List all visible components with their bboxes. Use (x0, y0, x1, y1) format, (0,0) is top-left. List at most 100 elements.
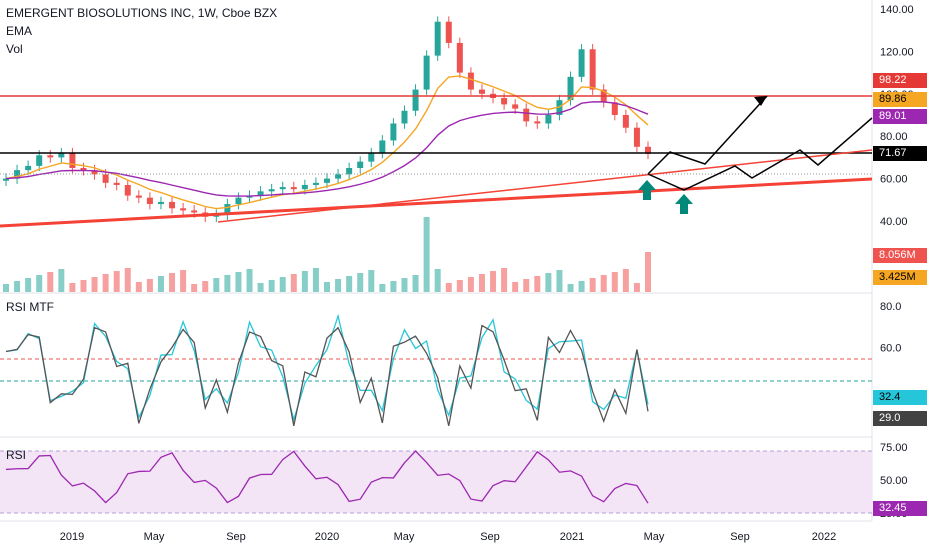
time-tick-label: 2021 (560, 531, 584, 543)
volume-bar (279, 277, 286, 292)
candle-body (478, 89, 485, 94)
candle-body (25, 165, 32, 171)
volume-bar (567, 284, 574, 292)
volume-bar (69, 283, 76, 292)
badge-rsi-mtf-1: 32.4 (873, 390, 927, 405)
volume-bar (202, 281, 209, 292)
volume-bar (224, 275, 231, 292)
volume-bar (401, 278, 408, 292)
candle-body (335, 174, 342, 179)
volume-bar (14, 281, 21, 292)
rsi-mtf-tick-label: 60.0 (880, 342, 901, 354)
candle-body (91, 170, 98, 175)
volume-bar (113, 271, 120, 292)
projection-path-lower[interactable] (647, 117, 873, 191)
candle-body (611, 102, 618, 115)
volume-bar (157, 276, 164, 292)
candle-body (102, 174, 109, 183)
volume-bar (534, 276, 541, 292)
rsi-mtf-axis: 80.0 60.0 (880, 301, 901, 354)
candle-body (235, 197, 242, 205)
volume-bar (3, 284, 9, 292)
rsi-mtf-line-dark (5, 324, 649, 427)
candle-body (412, 89, 419, 111)
candle-body (467, 72, 474, 90)
candle-body (645, 146, 651, 154)
rsi-tick-label: 50.00 (880, 475, 908, 487)
candle-body (390, 123, 397, 141)
rsi-mtf-tick-label: 80.0 (880, 301, 901, 313)
time-tick-label: May (394, 531, 415, 543)
ema-lines (5, 75, 649, 210)
volume-bar (58, 269, 65, 292)
time-tick-label: Sep (480, 531, 500, 543)
volume-bar (80, 280, 87, 292)
volume-bar (645, 252, 651, 292)
candle-body (124, 184, 131, 196)
up-arrow-2 (675, 194, 693, 214)
candle-body (567, 76, 574, 101)
candle-body (512, 104, 519, 109)
candle-body (434, 21, 441, 56)
volume-bar (556, 270, 563, 292)
volume-bar (490, 271, 497, 292)
candle-body (135, 195, 142, 198)
candle-body (534, 121, 541, 124)
candle-body (169, 201, 176, 209)
candle-body (501, 98, 508, 105)
volume-bar (146, 279, 153, 292)
time-tick-label: 2022 (812, 531, 836, 543)
time-tick-label: May (144, 531, 165, 543)
volume-bar (191, 284, 198, 292)
time-tick-label: Sep (226, 531, 246, 543)
trendline-main[interactable] (0, 177, 873, 228)
volume-bar (335, 279, 342, 292)
candle-body (180, 208, 187, 211)
price-tick-label: 40.00 (880, 216, 908, 228)
price-tick-label: 80.00 (880, 131, 908, 143)
volume-bar (257, 283, 264, 292)
legend-ema: EMA (6, 24, 33, 38)
candle-body (445, 21, 452, 43)
price-candles (3, 16, 651, 223)
rsi-line (5, 450, 649, 504)
candle-body (3, 178, 9, 181)
time-axis: 2019 May Sep 2020 May Sep 2021 May Sep 2022 (60, 531, 836, 543)
badge-resistance: 98.22 (873, 73, 927, 88)
volume-bar (467, 277, 474, 292)
pane-separators (0, 0, 873, 522)
candle-body (379, 140, 386, 154)
volume-bar (135, 282, 142, 292)
volume-bar (456, 280, 463, 292)
candle-body (578, 49, 585, 77)
price-tick-label: 140.00 (880, 4, 914, 16)
time-tick-label: Sep (730, 531, 750, 543)
candle-body (69, 153, 76, 168)
volume-bar (445, 283, 452, 292)
volume-bar (268, 280, 275, 292)
candle-body (58, 153, 65, 158)
badge-rsi: 32.45 (873, 501, 927, 516)
volume-bar (633, 283, 640, 292)
badge-ema-slow: 89.01 (873, 109, 927, 124)
candle-body (268, 189, 275, 192)
up-arrow-1 (638, 180, 656, 200)
projection-path-upper[interactable] (647, 95, 768, 175)
volume-bar (180, 270, 187, 292)
badge-rsi-mtf-2: 29.0 (873, 411, 927, 426)
volume-bar (423, 217, 430, 292)
volume-bar (611, 272, 618, 292)
time-tick-label: 2019 (60, 531, 84, 543)
candle-body (312, 182, 319, 185)
legend-symbol: EMERGENT BIOSOLUTIONS INC, 1W, Cboe BZX (6, 6, 278, 20)
trendline-thin[interactable] (217, 149, 873, 223)
volume-bar (312, 268, 319, 292)
candle-body (257, 191, 264, 196)
rsi-mtf-label: RSI MTF (6, 300, 54, 314)
candle-body (401, 110, 408, 124)
price-tick-label: 60.00 (880, 174, 908, 186)
volume-bar (36, 275, 43, 292)
candle-body (545, 115, 552, 124)
volume-bar (102, 274, 109, 292)
